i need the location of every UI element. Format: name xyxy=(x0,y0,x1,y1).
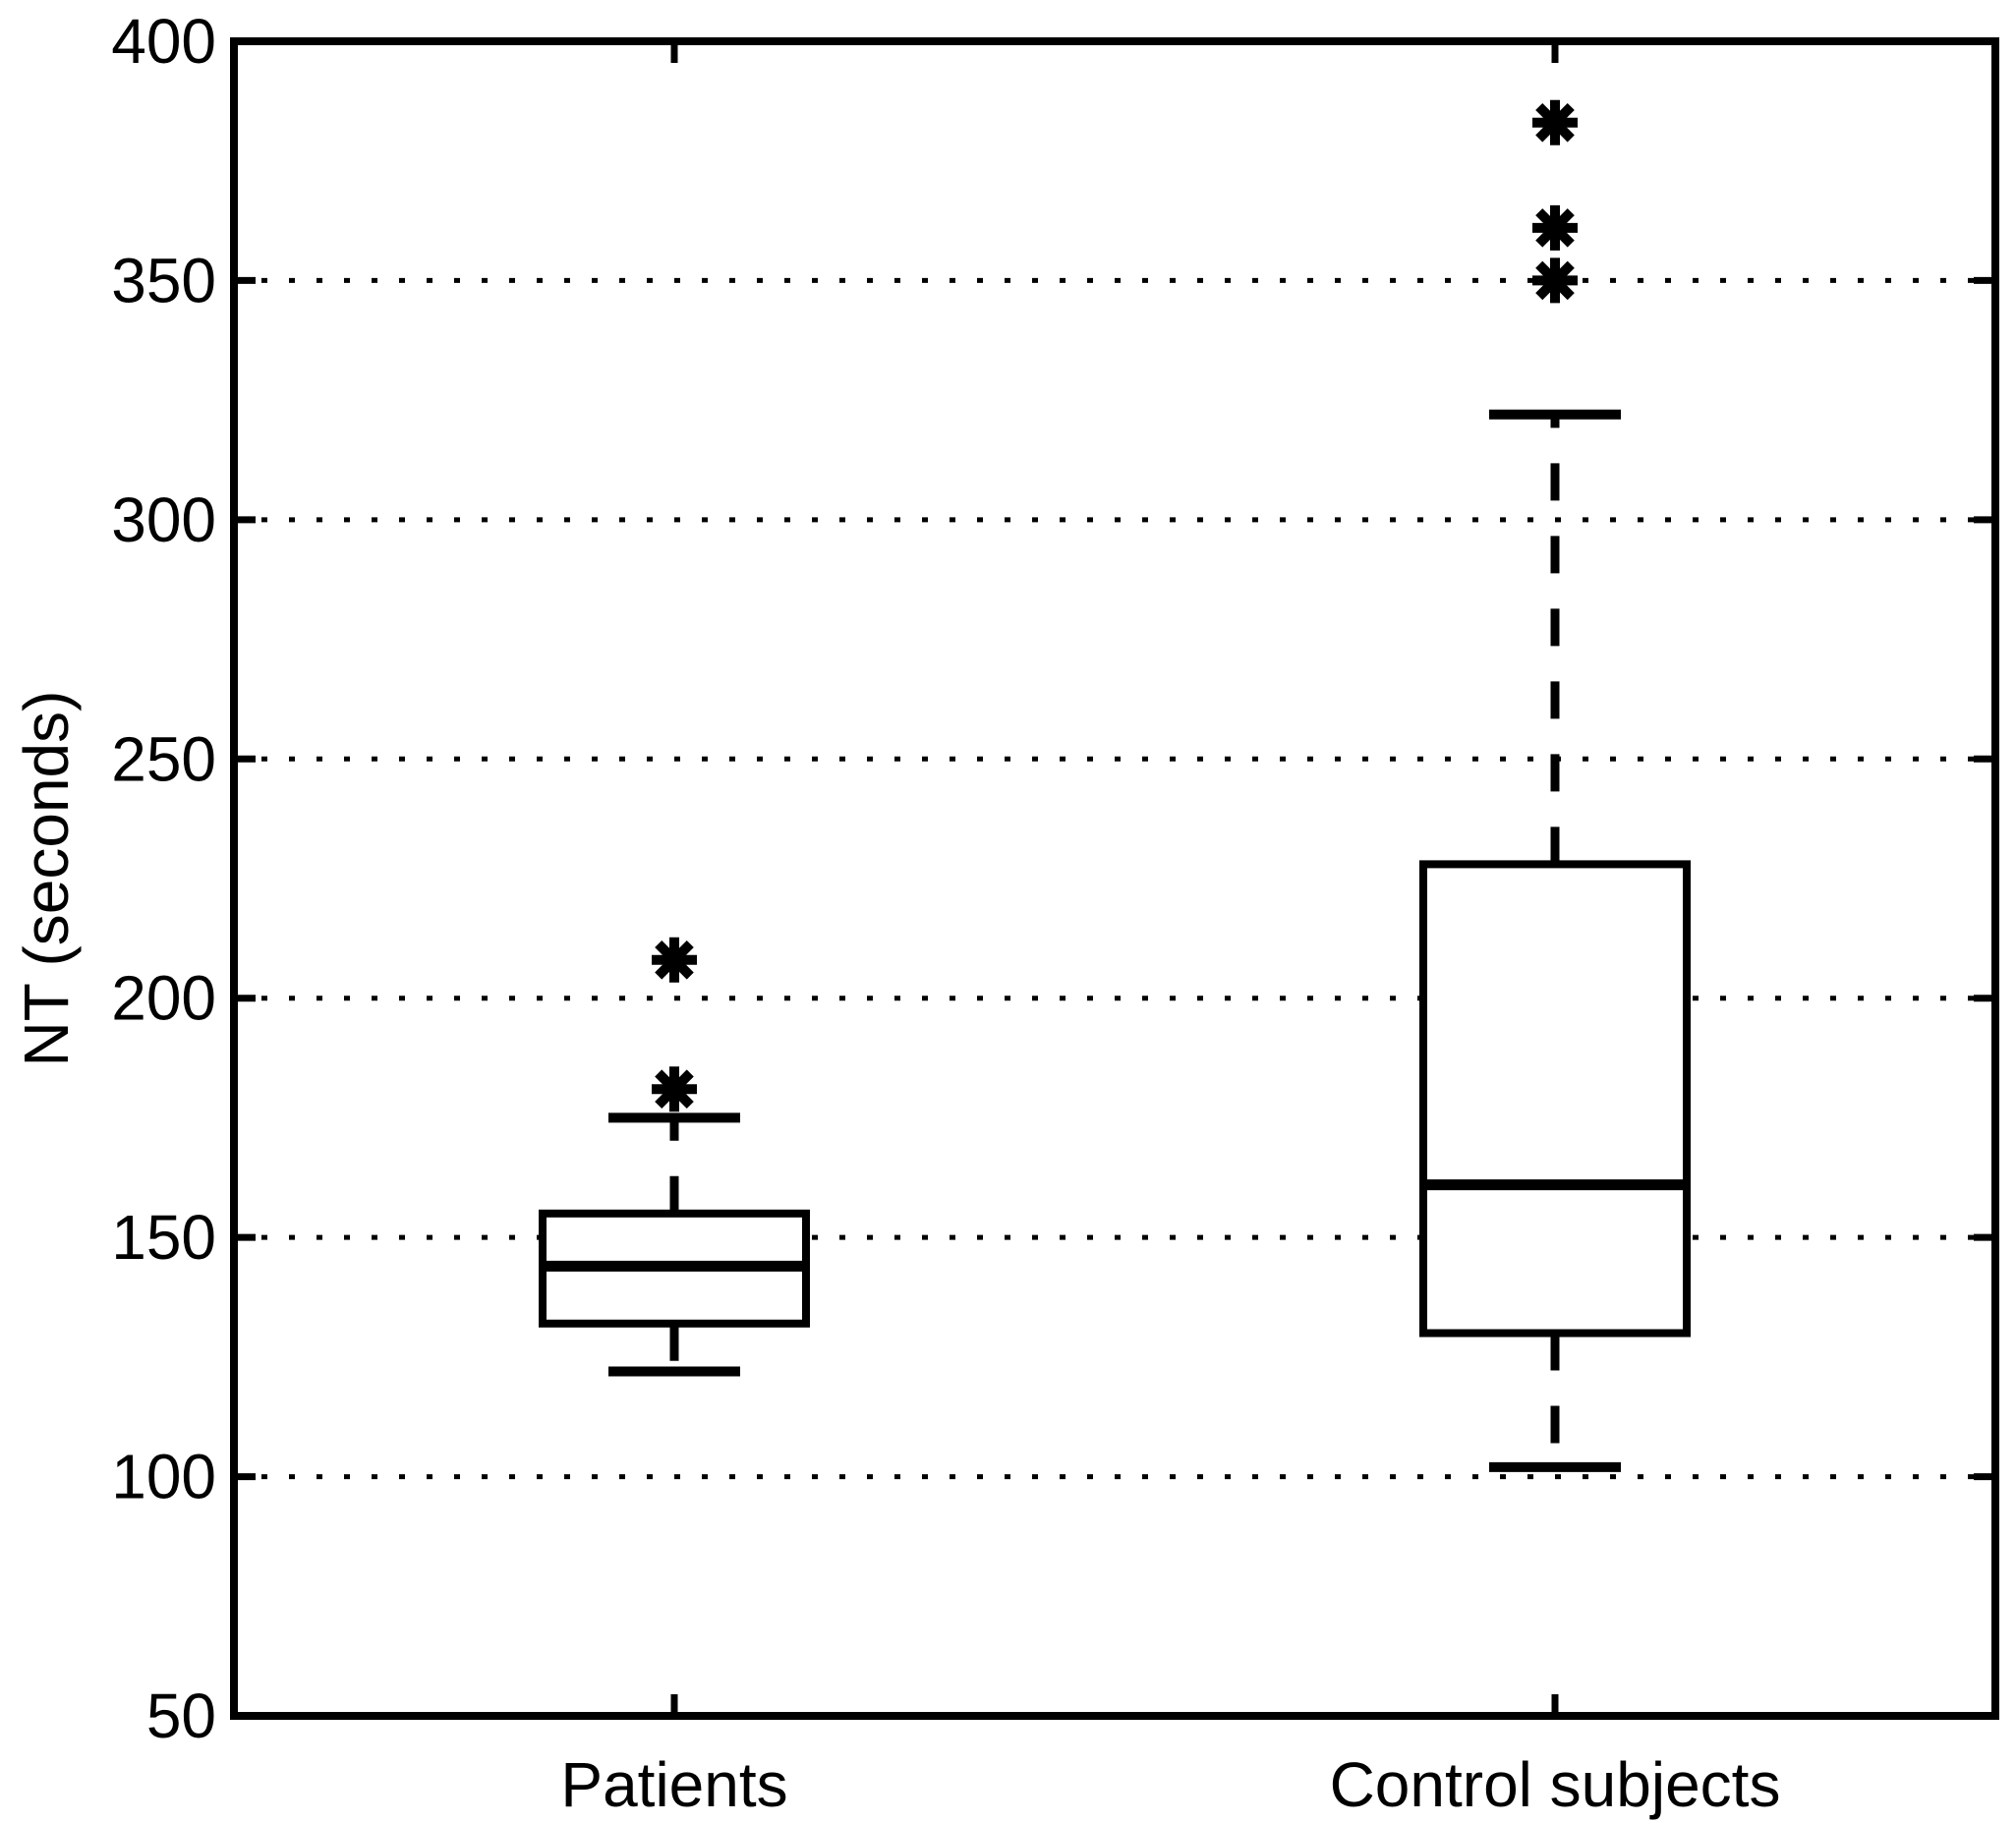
y-tick-label: 350 xyxy=(111,245,216,315)
iqr-box xyxy=(1419,860,1691,1338)
outlier-asterisk-icon xyxy=(1535,102,1575,142)
y-axis-label: NT (seconds) xyxy=(11,690,82,1067)
outlier-asterisk-icon xyxy=(655,1069,694,1110)
y-tick-label: 400 xyxy=(111,6,216,77)
outlier-asterisk-icon xyxy=(1535,208,1575,248)
y-tick-label: 300 xyxy=(111,484,216,555)
y-tick-label: 100 xyxy=(111,1442,216,1512)
outlier-asterisk-icon xyxy=(655,940,694,980)
plot-frame xyxy=(230,37,1999,1720)
outlier-asterisk-icon xyxy=(1535,260,1575,301)
x-category-label: Control subjects xyxy=(1330,1749,1781,1820)
y-tick-label: 50 xyxy=(146,1681,216,1751)
y-tick-label: 250 xyxy=(111,723,216,794)
x-category-label: Patients xyxy=(560,1749,787,1820)
y-tick-label: 150 xyxy=(111,1202,216,1273)
y-tick-label: 200 xyxy=(111,963,216,1034)
